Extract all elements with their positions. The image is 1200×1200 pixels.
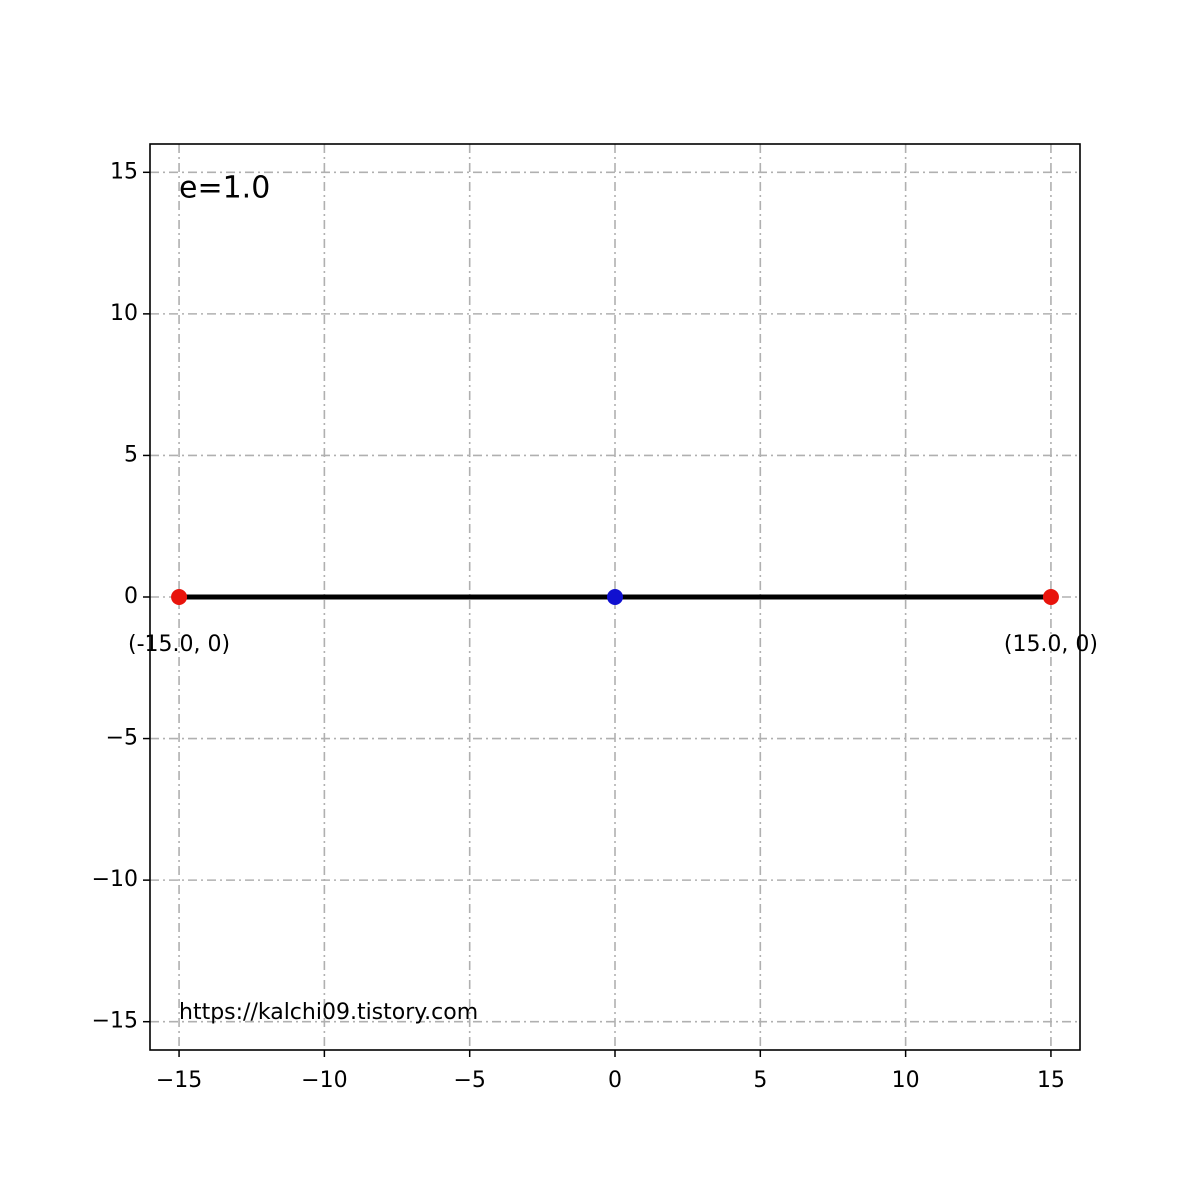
y-tick-label: −5 [106,726,138,751]
point [1042,589,1059,605]
x-tick-label: 10 [892,1068,920,1093]
x-tick-label: −15 [156,1068,202,1093]
y-tick-label: 5 [124,442,138,467]
y-tick-label: −15 [92,1009,138,1034]
y-tick-label: 0 [124,584,138,609]
point-label: (15.0, 0) [1004,632,1098,657]
x-tick-label: 5 [753,1068,767,1093]
plot-frame [149,143,1081,1051]
y-tick-label: 15 [110,159,138,184]
y-tick-label: −10 [92,867,138,892]
annotation: https://kalchi09.tistory.com [179,1000,478,1025]
point [171,589,188,605]
y-tick-label: 10 [110,301,138,326]
annotation: e=1.0 [179,171,270,206]
point-label: (-15.0, 0) [128,632,230,657]
point [607,589,623,605]
x-tick-label: −5 [453,1068,485,1093]
x-tick-label: −10 [301,1068,347,1093]
x-tick-label: 15 [1037,1068,1065,1093]
x-tick-label: 0 [608,1068,622,1093]
